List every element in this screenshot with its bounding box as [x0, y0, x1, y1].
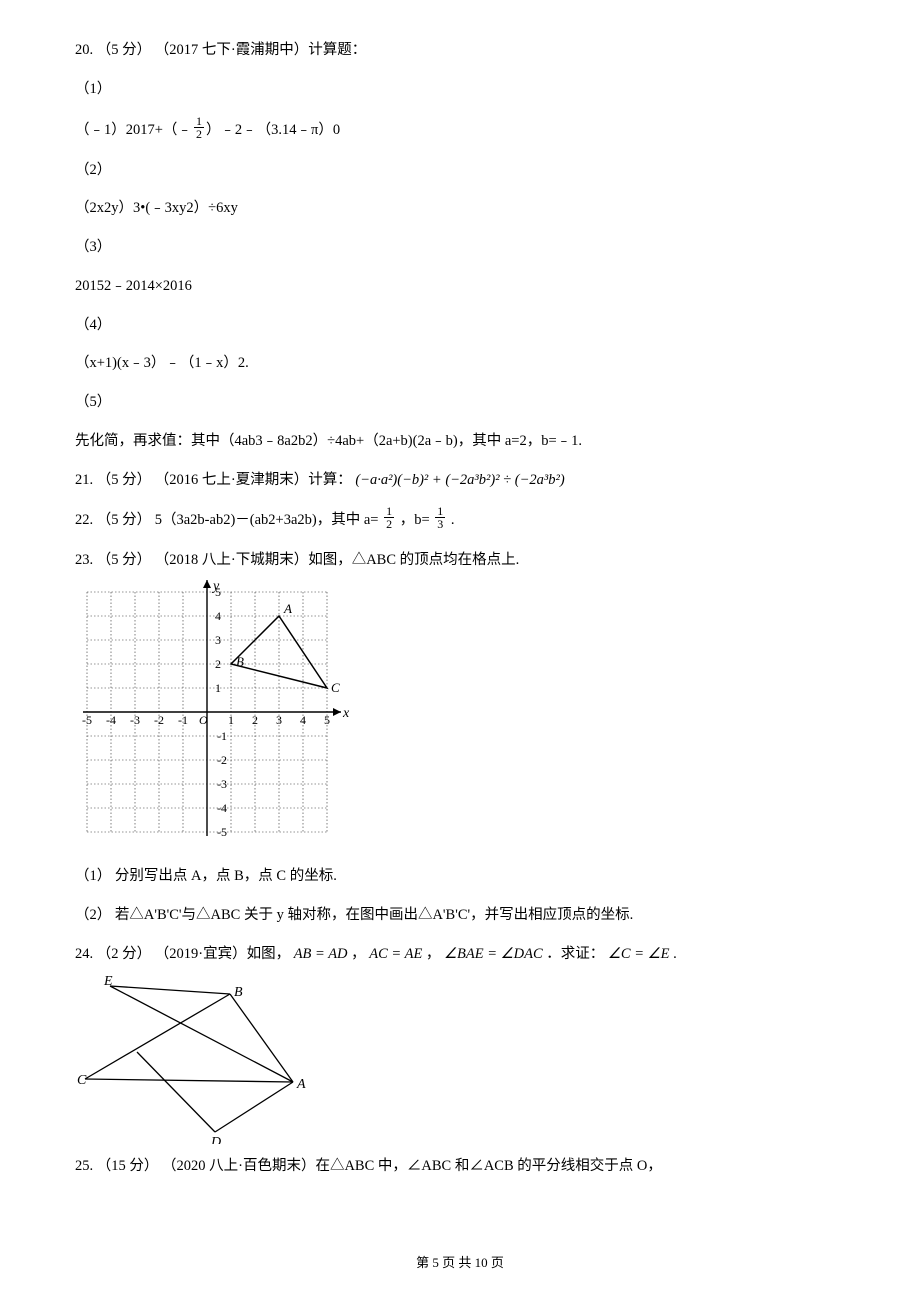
document-page: 20. （5 分） （2017 七下·霞浦期中）计算题： （1） （﹣1）201… — [0, 0, 920, 1302]
q20-part5-body: 先化简，再求值：其中（4ab3﹣8a2b2）÷4ab+（2a+b)(2a﹣b)，… — [75, 431, 845, 453]
svg-text:-1: -1 — [217, 729, 227, 743]
q21-pre: 21. （5 分） （2016 七上·夏津期末）计算： — [75, 472, 352, 488]
q25-line: 25. （15 分） （2020 八上·百色期末）在△ABC 中，∠ABC 和∠… — [75, 1156, 845, 1178]
fraction-third-icon: 13 — [435, 505, 445, 530]
q20-part1-pre: （﹣1）2017+（﹣ — [75, 121, 192, 137]
q23-part2: （2） 若△A'B'C'与△ABC 关于 y 轴对称，在图中画出△A'B'C'，… — [75, 905, 845, 927]
svg-text:B: B — [234, 985, 243, 1000]
q24-mid: ．求证： — [543, 946, 608, 962]
q23-heading: 23. （5 分） （2018 八上·下城期末）如图，△ABC 的顶点均在格点上… — [75, 550, 845, 572]
q24-post: . — [669, 946, 676, 962]
svg-text:3: 3 — [215, 633, 221, 647]
svg-text:3: 3 — [276, 713, 282, 727]
q24-eq3: ∠BAE = ∠DAC — [444, 944, 543, 966]
q24-eq1: AB = AD — [294, 944, 348, 966]
svg-text:-2: -2 — [154, 713, 164, 727]
q24-eq4: ∠C = ∠E — [608, 944, 670, 966]
q20-part2-body: （2x2y）3•(﹣3xy2）÷6xy — [75, 198, 845, 220]
svg-text:-3: -3 — [217, 777, 227, 791]
svg-text:x: x — [342, 706, 350, 721]
fraction-half-icon: 12 — [384, 505, 394, 530]
svg-text:1: 1 — [228, 713, 234, 727]
fraction-half-icon: 12 — [194, 115, 204, 140]
svg-text:C: C — [77, 1073, 87, 1088]
svg-text:-4: -4 — [217, 801, 227, 815]
svg-text:2: 2 — [215, 657, 221, 671]
q22-pre: 22. （5 分） 5（3a2b-ab2)－(ab2+3a2b)，其中 a= — [75, 512, 382, 528]
svg-text:C: C — [331, 680, 340, 695]
svg-text:A: A — [283, 601, 292, 616]
svg-text:y: y — [211, 580, 220, 594]
svg-text:-1: -1 — [178, 713, 188, 727]
q20-part4-label: （4） — [75, 315, 845, 337]
page-footer: 第 5 页 共 10 页 — [0, 1253, 920, 1273]
svg-text:E: E — [103, 974, 113, 989]
svg-text:4: 4 — [300, 713, 306, 727]
q20-part1-label: （1） — [75, 79, 845, 101]
q22-line: 22. （5 分） 5（3a2b-ab2)－(ab2+3a2b)，其中 a= 1… — [75, 508, 845, 533]
svg-text:-2: -2 — [217, 753, 227, 767]
svg-text:4: 4 — [215, 609, 221, 623]
q22-post: . — [447, 512, 454, 528]
svg-text:2: 2 — [252, 713, 258, 727]
q20-part4-body: （x+1)(x﹣3）﹣（1﹣x）2. — [75, 353, 845, 375]
svg-text:-5: -5 — [82, 713, 92, 727]
q24-sep1: ， — [348, 946, 370, 962]
svg-text:-5: -5 — [217, 825, 227, 839]
svg-text:D: D — [210, 1135, 221, 1144]
q20-heading: 20. （5 分） （2017 七下·霞浦期中）计算题： — [75, 40, 845, 62]
q20-part1-body: （﹣1）2017+（﹣12）﹣2﹣（3.14﹣π）0 — [75, 118, 845, 143]
q20-part5-label: （5） — [75, 392, 845, 414]
q24-eq2: AC = AE — [369, 944, 422, 966]
svg-text:-4: -4 — [106, 713, 116, 727]
q22-mid: ，b= — [396, 512, 433, 528]
triangle-figure-icon: E B C A D — [75, 974, 310, 1144]
q20-part3-label: （3） — [75, 237, 845, 259]
q23-chart: -5-4-3-2-112345-5-4-3-2-112345OxyABC — [75, 580, 845, 854]
q21-formula: (−a·a²)(−b)² + (−2a³b²)² ÷ (−2a³b²) — [355, 470, 564, 492]
svg-text:-3: -3 — [130, 713, 140, 727]
q20-part1-post: ）﹣2﹣（3.14﹣π）0 — [206, 121, 340, 137]
svg-text:5: 5 — [324, 713, 330, 727]
q23-part1: （1） 分别写出点 A，点 B，点 C 的坐标. — [75, 866, 845, 888]
q24-line: 24. （2 分） （2019·宜宾）如图， AB = AD ， AC = AE… — [75, 944, 845, 966]
q20-part3-body: 20152﹣2014×2016 — [75, 276, 845, 298]
q24-figure: E B C A D — [75, 974, 845, 1144]
q21-line: 21. （5 分） （2016 七上·夏津期末）计算： (−a·a²)(−b)²… — [75, 470, 845, 492]
q20-part2-label: （2） — [75, 160, 845, 182]
svg-text:B: B — [236, 654, 244, 669]
q24-pre: 24. （2 分） （2019·宜宾）如图， — [75, 946, 294, 962]
svg-text:A: A — [296, 1077, 306, 1092]
coordinate-grid-icon: -5-4-3-2-112345-5-4-3-2-112345OxyABC — [75, 580, 359, 854]
q24-sep2: ， — [422, 946, 444, 962]
svg-text:O: O — [199, 713, 208, 727]
svg-text:1: 1 — [215, 681, 221, 695]
